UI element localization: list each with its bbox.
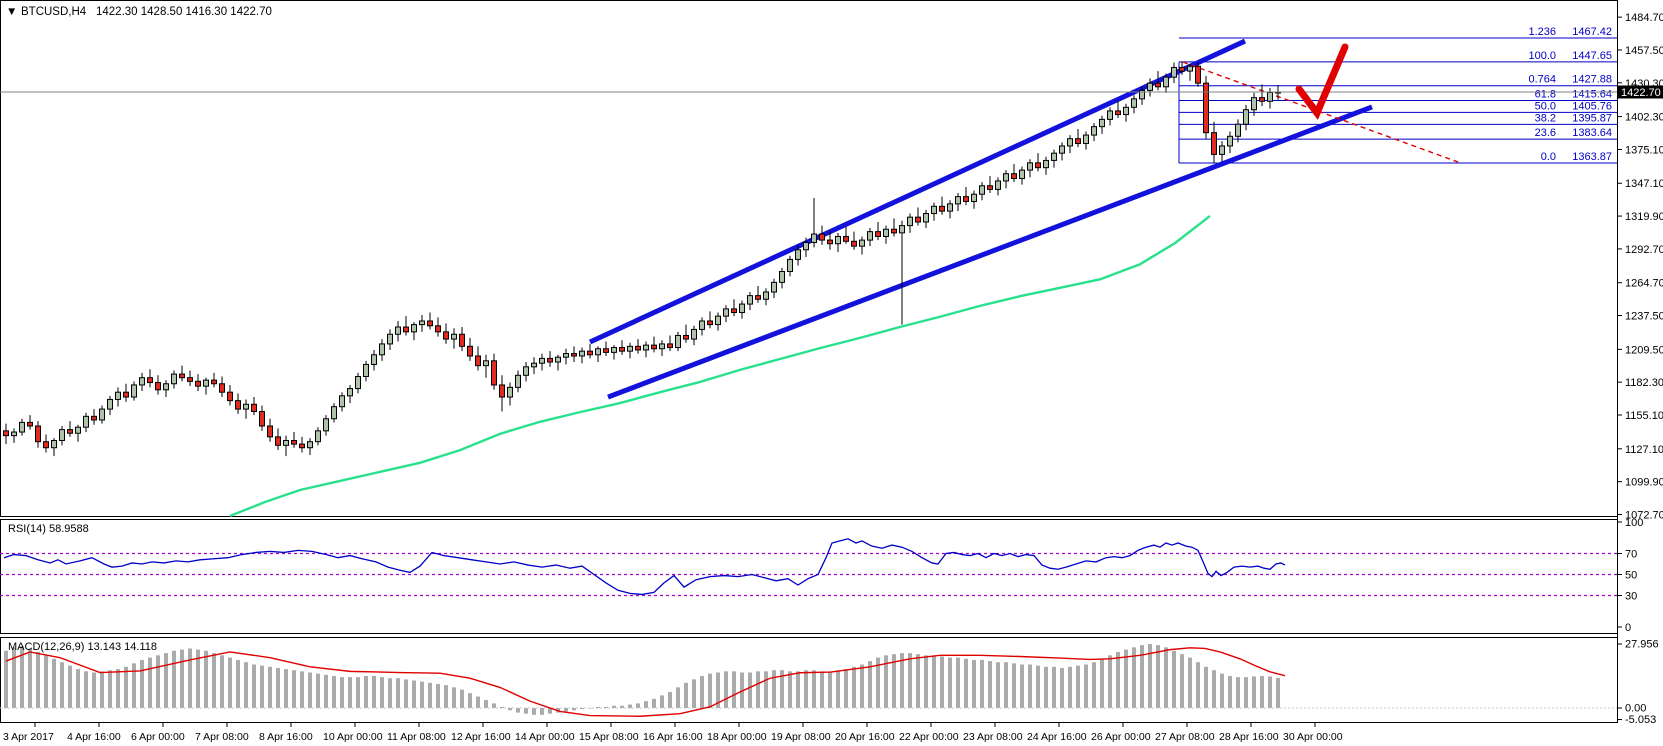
macd-tick-label: 27.956 — [1625, 639, 1659, 651]
time-tick-label: 14 Apr 00:00 — [515, 731, 575, 743]
price-tick-label: 1072.70 — [1625, 509, 1663, 521]
fib-level-label: 1.236 — [1528, 26, 1556, 38]
time-tick-label: 28 Apr 16:00 — [1219, 731, 1279, 743]
rsi-line — [3, 538, 1286, 596]
rsi-tick-label: 0 — [1625, 622, 1631, 634]
time-tick-label: 11 Apr 08:00 — [387, 731, 446, 743]
rsi-tick-label: 100 — [1625, 517, 1643, 529]
price-tick-label: 1292.70 — [1625, 244, 1663, 256]
bounce-arrow-annotation[interactable] — [1295, 43, 1349, 120]
fib-level-label: 23.6 — [1535, 127, 1556, 139]
macd-signal-line — [5, 647, 1286, 717]
rsi-tick-label: 70 — [1625, 549, 1637, 561]
fib-price-label: 1383.64 — [1572, 127, 1612, 139]
price-tick-label: 1457.50 — [1625, 45, 1663, 57]
chart-title-ohlc: 1422.30 1428.50 1416.30 1422.70 — [96, 6, 272, 18]
time-tick-label: 16 Apr 16:00 — [643, 731, 703, 743]
fib-level-label: 0.0 — [1541, 151, 1556, 163]
macd-tick-label: -5.053 — [1625, 714, 1656, 726]
price-tick-label: 1237.50 — [1625, 311, 1663, 323]
pane-frames — [0, 0, 1618, 723]
fib-price-label: 1447.65 — [1572, 50, 1612, 62]
price-tick-label: 1375.10 — [1625, 144, 1663, 156]
price-tick-label: 1182.30 — [1625, 377, 1663, 389]
time-tick-label: 6 Apr 00:00 — [131, 731, 185, 743]
collapse-arrow-icon[interactable]: ▼ — [6, 6, 17, 18]
fib-price-label: 1363.87 — [1572, 151, 1612, 163]
trend-channel[interactable] — [588, 38, 1373, 400]
fib-price-label: 1427.88 — [1572, 74, 1612, 86]
current-price-box — [1618, 85, 1663, 99]
price-tick-label: 1347.10 — [1625, 178, 1663, 190]
current-price-value: 1422.70 — [1621, 87, 1661, 99]
fib-price-label: 1415.64 — [1572, 89, 1612, 101]
macd-plot[interactable] — [0, 637, 1618, 723]
time-tick-label: 4 Apr 16:00 — [67, 731, 121, 743]
price-tick-label: 1209.50 — [1625, 344, 1663, 356]
fib-price-label: 1467.42 — [1572, 26, 1612, 38]
price-axis[interactable]: 1484.701457.501430.301402.301375.101347.… — [1617, 0, 1663, 723]
time-axis[interactable]: 3 Apr 2017 4 Apr 16:00 6 Apr 00:00 7 Apr 08… — [3, 723, 1343, 743]
price-tick-label: 1484.70 — [1625, 12, 1663, 24]
time-tick-label: 18 Apr 00:00 — [707, 731, 767, 743]
time-tick-label: 10 Apr 00:00 — [323, 731, 383, 743]
fib-price-label: 1405.76 — [1572, 100, 1612, 112]
rsi-tick-label: 30 — [1625, 591, 1637, 603]
time-tick-label: 22 Apr 00:00 — [899, 731, 959, 743]
fib-level-label: 50.0 — [1535, 100, 1556, 112]
macd-tick-label: 0.00 — [1625, 703, 1646, 715]
price-tick-label: 1127.10 — [1625, 444, 1663, 456]
rsi-indicator-label: RSI(14) 58.9588 — [8, 523, 89, 535]
channel-lower-line — [607, 104, 1373, 400]
time-tick-label: 23 Apr 08:00 — [963, 731, 1023, 743]
rsi-tick-label: 50 — [1625, 570, 1637, 582]
time-tick-label: 3 Apr 2017 — [3, 731, 54, 743]
fib-level-label: 100.0 — [1528, 50, 1556, 62]
time-tick-label: 8 Apr 16:00 — [259, 731, 313, 743]
time-tick-label: 27 Apr 08:00 — [1155, 731, 1215, 743]
time-tick-label: 20 Apr 16:00 — [835, 731, 895, 743]
time-tick-label: 19 Apr 08:00 — [771, 731, 831, 743]
candles-layer — [3, 61, 1281, 457]
price-tick-label: 1319.90 — [1625, 211, 1663, 223]
time-tick-label: 12 Apr 16:00 — [451, 731, 511, 743]
channel-upper-line — [588, 38, 1247, 345]
time-tick-label: 15 Apr 08:00 — [579, 731, 639, 743]
rsi-pane-layer: 100 70 50 30 0 — [0, 517, 1643, 634]
fib-level-label: 38.2 — [1535, 112, 1556, 124]
main-chart-plot[interactable] — [0, 0, 1618, 517]
macd-pane-layer: 27.956 0.00-5.053 — [0, 639, 1659, 726]
moving-average-line — [229, 215, 1211, 518]
price-tick-label: 1155.10 — [1625, 410, 1663, 422]
price-tick-label: 1264.70 — [1625, 278, 1663, 290]
time-tick-label: 24 Apr 16:00 — [1027, 731, 1087, 743]
fib-price-label: 1395.87 — [1572, 112, 1612, 124]
time-tick-label: 26 Apr 00:00 — [1091, 731, 1151, 743]
time-tick-label: 7 Apr 08:00 — [195, 731, 249, 743]
rsi-plot[interactable] — [0, 519, 1618, 634]
price-tick-label: 1099.90 — [1625, 477, 1663, 489]
macd-indicator-label: MACD(12,26,9) 13.143 14.118 — [8, 641, 157, 653]
fib-level-label: 61.8 — [1535, 89, 1556, 101]
price-tick-label: 1402.30 — [1625, 112, 1663, 124]
fib-level-label: 0.764 — [1528, 74, 1556, 86]
time-tick-label: 30 Apr 00:00 — [1283, 731, 1343, 743]
chart-title-symbol: BTCUSD,H4 — [21, 6, 87, 18]
